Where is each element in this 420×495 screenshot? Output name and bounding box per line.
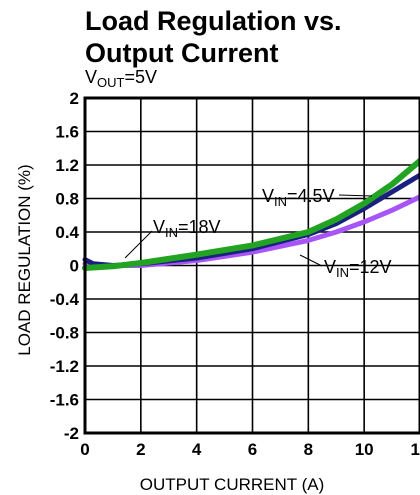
x-tick-labels: 0 2 4 6 8 10 12 bbox=[80, 440, 420, 459]
x-tick-label: 12 bbox=[411, 440, 420, 459]
x-axis-label: OUTPUT CURRENT (A) bbox=[140, 475, 325, 494]
x-tick-label: 0 bbox=[80, 440, 89, 459]
subtitle-prefix: V bbox=[85, 67, 97, 87]
subtitle-suffix: =5V bbox=[124, 67, 157, 87]
series-line-vin-18v bbox=[82, 157, 420, 271]
x-tick-label: 4 bbox=[192, 440, 202, 459]
y-tick-labels: -2 -1.6 -1.2 -0.8 -0.4 0 0.4 0.8 1.2 1.6 2 bbox=[50, 89, 80, 443]
chart-title-line-1: Load Regulation vs. bbox=[85, 6, 342, 36]
y-tick-label: 1.2 bbox=[55, 156, 79, 175]
x-tick-label: 10 bbox=[355, 440, 374, 459]
vin-12v-leader bbox=[299, 254, 323, 267]
y-tick-label: -1.2 bbox=[50, 357, 79, 376]
y-tick-label: 1.6 bbox=[55, 123, 79, 142]
x-tick-label: 6 bbox=[248, 440, 257, 459]
vin-4-5v-leader bbox=[338, 194, 373, 197]
chart-subtitle: VOUT=5V bbox=[85, 67, 157, 90]
chart-title-line-2: Output Current bbox=[85, 38, 278, 68]
vin-18v-annotation: VIN=18V bbox=[153, 217, 221, 240]
y-tick-label: -0.4 bbox=[50, 290, 80, 309]
y-tick-label: 0.4 bbox=[55, 223, 79, 242]
x-tick-label: 8 bbox=[304, 440, 313, 459]
series-lines bbox=[82, 157, 420, 271]
vin-4-5v-annotation: VIN=4.5V bbox=[262, 186, 335, 209]
y-tick-label: -2 bbox=[64, 424, 79, 443]
y-tick-label: 2 bbox=[70, 89, 79, 108]
series-annotations: VIN=4.5V VIN=12V VIN=18V bbox=[124, 186, 392, 280]
y-tick-label: -1.6 bbox=[50, 391, 79, 410]
y-axis-label: LOAD REGULATION (%) bbox=[15, 164, 34, 355]
vin-18v-leader bbox=[124, 230, 153, 259]
plot-frame bbox=[83, 96, 420, 435]
vin-12v-annotation: VIN=12V bbox=[324, 257, 392, 280]
subtitle-subscript: OUT bbox=[97, 75, 125, 90]
y-tick-label: -0.8 bbox=[50, 324, 79, 343]
y-tick-label: 0 bbox=[70, 257, 79, 276]
y-tick-label: 0.8 bbox=[55, 190, 79, 209]
x-tick-label: 2 bbox=[136, 440, 145, 459]
